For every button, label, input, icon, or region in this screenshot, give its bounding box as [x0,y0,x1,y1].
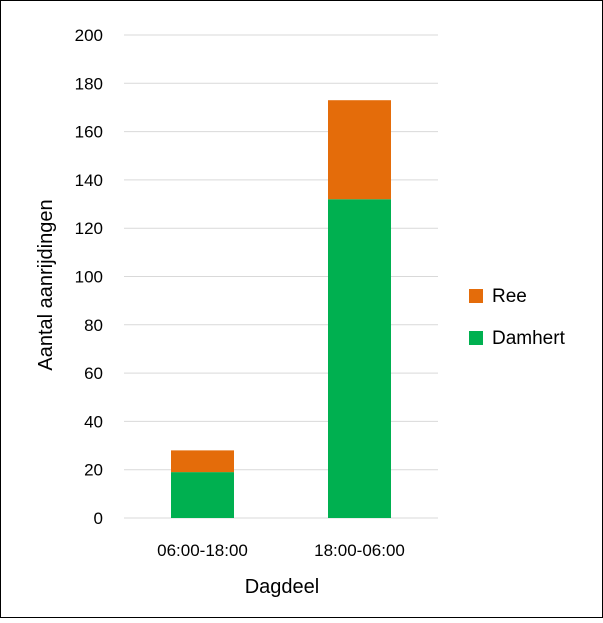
x-axis-label: Dagdeel [245,576,320,598]
bars [171,100,391,518]
y-tick-label: 20 [84,461,103,480]
y-tick-label: 60 [84,364,103,383]
bar-segment-damhert [328,199,391,518]
legend-swatch-ree [469,289,483,303]
y-tick-label: 200 [75,26,103,45]
y-tick-label: 120 [75,219,103,238]
bar-segment-damhert [171,472,234,518]
y-tick-label: 160 [75,123,103,142]
y-axis-label: Aantal aanrijdingen [35,199,57,370]
legend-label-damhert: Damhert [492,328,566,349]
y-tick-label: 0 [94,509,103,528]
bar-segment-ree [171,450,234,473]
y-tick-labels: 0 20 40 60 80 100 120 140 160 180 200 [75,26,103,528]
y-tick-label: 180 [75,74,103,93]
y-tick-label: 100 [75,268,103,287]
legend-swatch-damhert [469,331,483,345]
y-tick-label: 80 [84,316,103,335]
bar-segment-ree [328,100,391,200]
y-tick-label: 140 [75,171,103,190]
legend-label-ree: Ree [492,286,527,307]
x-tick-label: 18:00-06:00 [314,541,405,560]
x-tick-labels: 06:00-18:00 18:00-06:00 [157,541,405,560]
legend: Ree Damhert [469,286,566,349]
y-tick-label: 40 [84,412,103,431]
x-tick-label: 06:00-18:00 [157,541,248,560]
